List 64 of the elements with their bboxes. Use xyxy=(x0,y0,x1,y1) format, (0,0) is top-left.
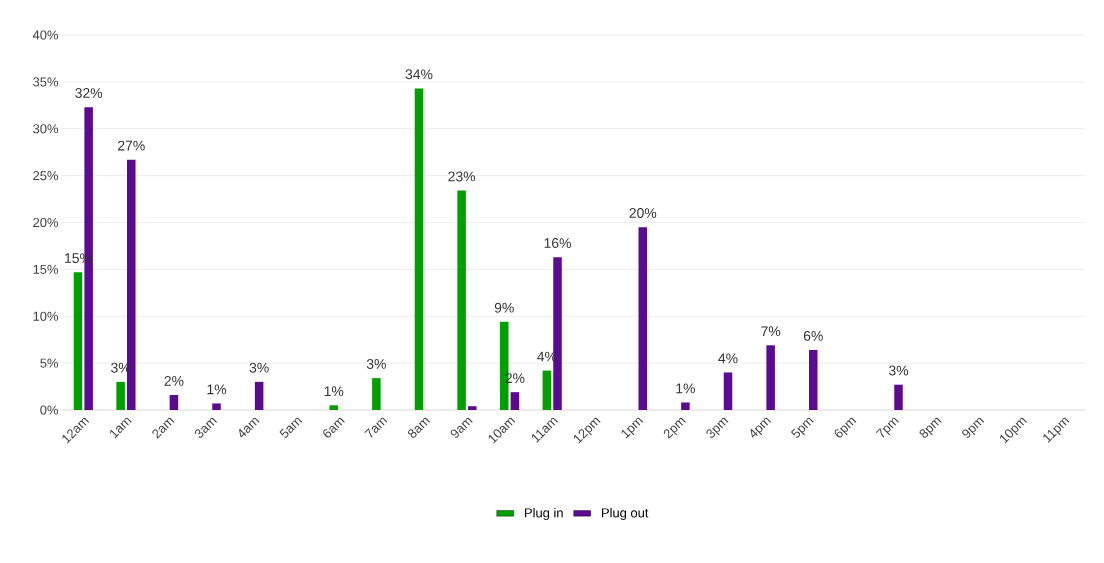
x-tick-label: 5pm xyxy=(790,417,814,438)
x-tick-label: 3pm xyxy=(706,417,729,438)
x-tick-label: 7am xyxy=(364,417,388,438)
x-tick-label: 6pm xyxy=(834,417,857,438)
bar xyxy=(894,384,903,410)
bar xyxy=(457,190,466,410)
data-label: 3% xyxy=(888,365,909,376)
x-tick-label: 2am xyxy=(152,417,175,439)
x-tick-label: 5am xyxy=(279,417,303,438)
x-tick-label: 1am xyxy=(110,417,132,439)
x-tick-label: 4pm xyxy=(750,417,772,438)
bar xyxy=(766,345,775,410)
data-label: 27% xyxy=(118,140,145,151)
data-label: 9% xyxy=(494,302,514,313)
x-tick-label: 2pm xyxy=(663,417,686,439)
data-label: 34% xyxy=(405,69,433,80)
bar xyxy=(169,394,179,410)
x-tick-label: 8pm xyxy=(919,417,942,438)
data-label: 7% xyxy=(761,326,781,337)
x-tick-label: 9am xyxy=(450,417,473,438)
data-label: 1% xyxy=(207,384,227,395)
data-label: 3% xyxy=(249,362,269,373)
y-tick-label: 30% xyxy=(33,124,59,134)
x-tick-label: 7pm xyxy=(875,417,899,438)
x-tick-label: 1pm xyxy=(621,417,644,439)
bar xyxy=(116,381,125,410)
x-tick-label: 6am xyxy=(323,417,345,438)
data-label: 1% xyxy=(676,383,695,394)
y-tick-label: 5% xyxy=(40,358,59,368)
bar xyxy=(809,349,818,410)
x-tick-label: 8am xyxy=(408,417,431,438)
bar xyxy=(414,88,424,410)
bar xyxy=(372,378,381,410)
y-tick-label: 40% xyxy=(32,30,59,40)
bar xyxy=(638,227,648,410)
y-tick-label: 25% xyxy=(33,171,59,181)
bar xyxy=(254,381,264,410)
y-tick-label: 20% xyxy=(33,217,59,228)
bar xyxy=(542,370,552,410)
y-tick-label: 15% xyxy=(33,264,59,274)
bar xyxy=(73,272,83,410)
data-label: 6% xyxy=(803,330,823,341)
data-label: 4% xyxy=(718,353,738,364)
y-tick-label: 0% xyxy=(40,405,59,415)
legend-label: Plug in xyxy=(525,507,563,520)
data-label: 20% xyxy=(629,208,657,218)
y-tick-label: 35% xyxy=(33,77,59,87)
data-label: 16% xyxy=(544,238,571,248)
x-tick-label: 4am xyxy=(239,417,260,438)
data-label: 3% xyxy=(366,359,386,369)
y-tick-label: 10% xyxy=(33,311,59,321)
bar xyxy=(329,405,338,410)
data-label: 1% xyxy=(324,386,344,397)
bar xyxy=(468,406,477,410)
bar xyxy=(723,372,733,410)
x-tick-label: 9pm xyxy=(962,417,985,438)
bar xyxy=(212,403,221,410)
bar xyxy=(681,402,690,410)
legend-label: Plug out xyxy=(602,507,649,520)
data-label: 2% xyxy=(164,375,184,386)
x-tick-label: 3am xyxy=(194,417,217,438)
bar xyxy=(510,392,520,410)
data-label: 32% xyxy=(75,88,103,98)
data-label: 23% xyxy=(448,171,476,182)
